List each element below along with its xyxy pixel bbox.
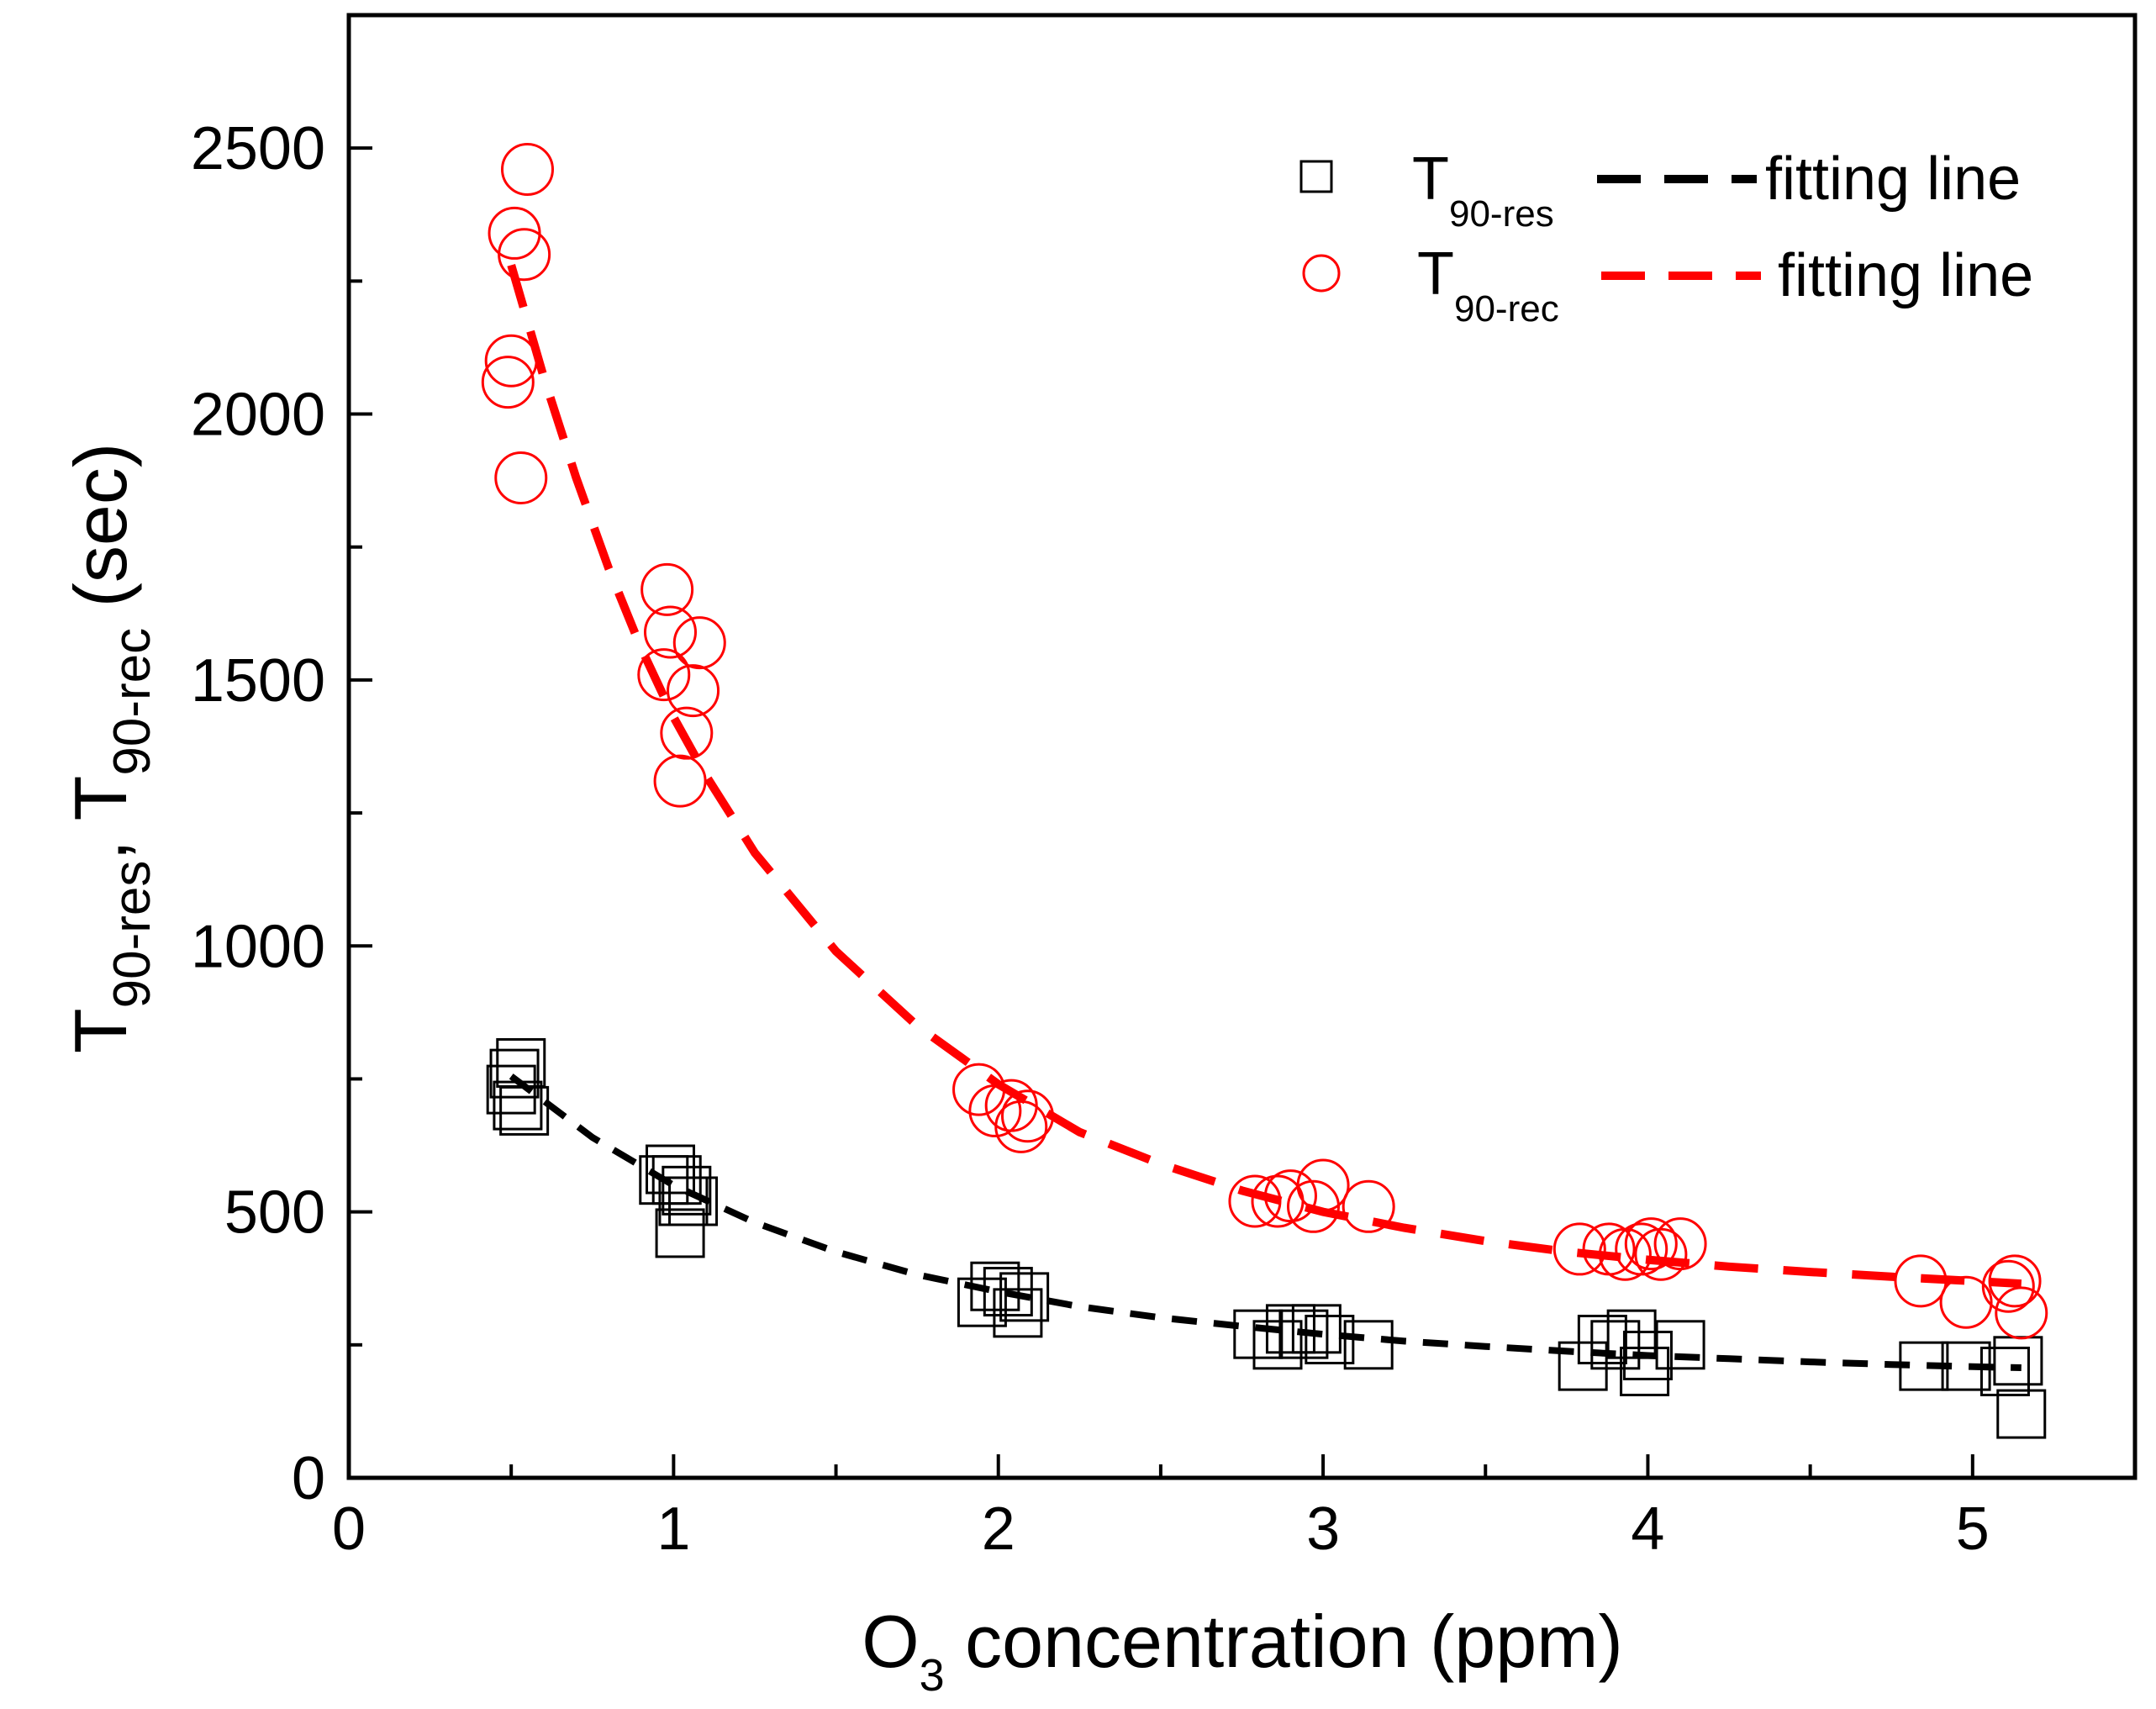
data-point-t90-rec (952, 1063, 1006, 1116)
data-point-t90-rec (1001, 1089, 1054, 1143)
data-point-t90-rec (1342, 1179, 1395, 1233)
data-point-t90-rec (994, 1100, 1048, 1153)
data-point-t90-rec (1263, 1169, 1317, 1223)
data-point-t90-res (1252, 1320, 1303, 1370)
y-tick-label: 0 (292, 1445, 325, 1512)
legend-black-fitting-label: fitting line (1765, 145, 2021, 213)
x-tick-label: 0 (332, 1495, 366, 1563)
axis-tick-labels: 0 1 2 3 4 5 0 500 1000 1500 2000 2500 (191, 115, 1990, 1563)
legend-square-marker (1299, 160, 1333, 193)
legend-label-t90-rec: T90-rec (1417, 240, 1559, 330)
data-point-t90-res (1577, 1314, 1627, 1364)
data-point-t90-res (493, 1080, 543, 1131)
data-point-t90-res (993, 1288, 1043, 1338)
data-point-t90-res (668, 1176, 719, 1226)
data-point-t90-res (1899, 1341, 1949, 1391)
x-tick-label: 3 (1306, 1495, 1340, 1563)
data-point-t90-res (1265, 1304, 1315, 1354)
data-point-t90-rec (481, 356, 535, 409)
data-point-t90-rec (1894, 1254, 1948, 1308)
data-point-t90-res (1993, 1336, 2043, 1386)
fitting-lines (507, 264, 2022, 1371)
plot-frame (346, 13, 2138, 1480)
data-point-t90-rec (501, 142, 554, 196)
x-axis-title: O3 concentration (ppm) (862, 1600, 1623, 1701)
data-point-t90-res (1606, 1309, 1657, 1359)
y-axis-title: T90-res, T90-rec (sec) (59, 443, 161, 1053)
data-point-t90-res (1278, 1309, 1329, 1359)
data-point-t90-res (486, 1064, 536, 1115)
data-point-t90-rec (498, 228, 551, 282)
fitting-line-t90-rec (507, 264, 2022, 1289)
data-point-t90-res (1979, 1346, 2030, 1396)
data-point-t90-res (662, 1165, 712, 1216)
y-tick-label: 2500 (191, 115, 325, 182)
data-point-t90-res (1590, 1320, 1641, 1370)
data-point-t90-res (1343, 1320, 1394, 1370)
data-point-t90-rec (1995, 1286, 2048, 1340)
data-point-t90-res (957, 1277, 1007, 1327)
data-point-t90-res (1620, 1346, 1670, 1396)
x-tick-label: 4 (1631, 1495, 1664, 1563)
data-point-t90-rec (640, 562, 694, 616)
x-tick-label: 5 (1956, 1495, 1990, 1563)
data-point-t90-res (1233, 1309, 1284, 1359)
data-point-t90-res (1305, 1314, 1355, 1364)
y-tick-label: 1000 (191, 913, 325, 980)
data-point-t90-rec (1624, 1217, 1678, 1271)
data-point-t90-res (1558, 1341, 1608, 1391)
fitting-line-t90-res (509, 1073, 2022, 1371)
data-point-t90-res (1291, 1304, 1342, 1354)
axis-ticks (347, 13, 2137, 1480)
data-point-t90-rec (1296, 1158, 1350, 1212)
data-point-t90-rec (1552, 1222, 1606, 1276)
data-point-t90-rec (1615, 1222, 1668, 1276)
legend-circle-marker (1302, 254, 1341, 293)
y-tick-label: 2000 (191, 382, 325, 449)
y-tick-label: 500 (224, 1179, 325, 1247)
data-point-t90-rec (484, 334, 538, 388)
data-point-t90-res (651, 1155, 702, 1205)
data-point-t90-rec (1228, 1174, 1282, 1228)
data-point-t90-rec (1634, 1227, 1688, 1281)
data-point-t90-rec (1939, 1275, 1993, 1329)
data-point-t90-rec (1653, 1217, 1707, 1271)
data-point-t90-res (1622, 1330, 1673, 1380)
data-point-t90-res (655, 1208, 705, 1258)
data-point-t90-res (489, 1048, 540, 1099)
data-point-t90-rec (660, 706, 714, 760)
data-point-t90-res (1996, 1389, 2047, 1439)
data-point-t90-rec (1988, 1254, 2042, 1308)
x-tick-label: 1 (656, 1495, 690, 1563)
data-markers (481, 142, 2048, 1439)
data-point-t90-rec (637, 648, 691, 702)
data-point-t90-res (999, 1272, 1050, 1322)
data-point-t90-rec (653, 754, 707, 808)
data-point-t90-res (1941, 1341, 1991, 1391)
legend: T90-res fitting line T90-rec fitting lin… (1299, 145, 2033, 330)
data-point-t90-res (499, 1085, 550, 1136)
data-point-t90-rec (644, 605, 697, 659)
data-point-t90-rec (667, 664, 720, 718)
data-point-t90-res (1655, 1320, 1705, 1370)
legend-red-fitting-label: fitting line (1778, 242, 2033, 309)
x-tick-label: 2 (982, 1495, 1015, 1563)
data-point-t90-rec (488, 206, 541, 260)
legend-label-t90-res: T90-res (1412, 145, 1554, 235)
data-point-t90-res (983, 1267, 1033, 1317)
data-point-t90-rec (672, 616, 726, 670)
y-tick-label: 1500 (191, 647, 325, 715)
data-point-t90-rec (494, 451, 548, 504)
data-point-t90-rec (1981, 1259, 2035, 1313)
